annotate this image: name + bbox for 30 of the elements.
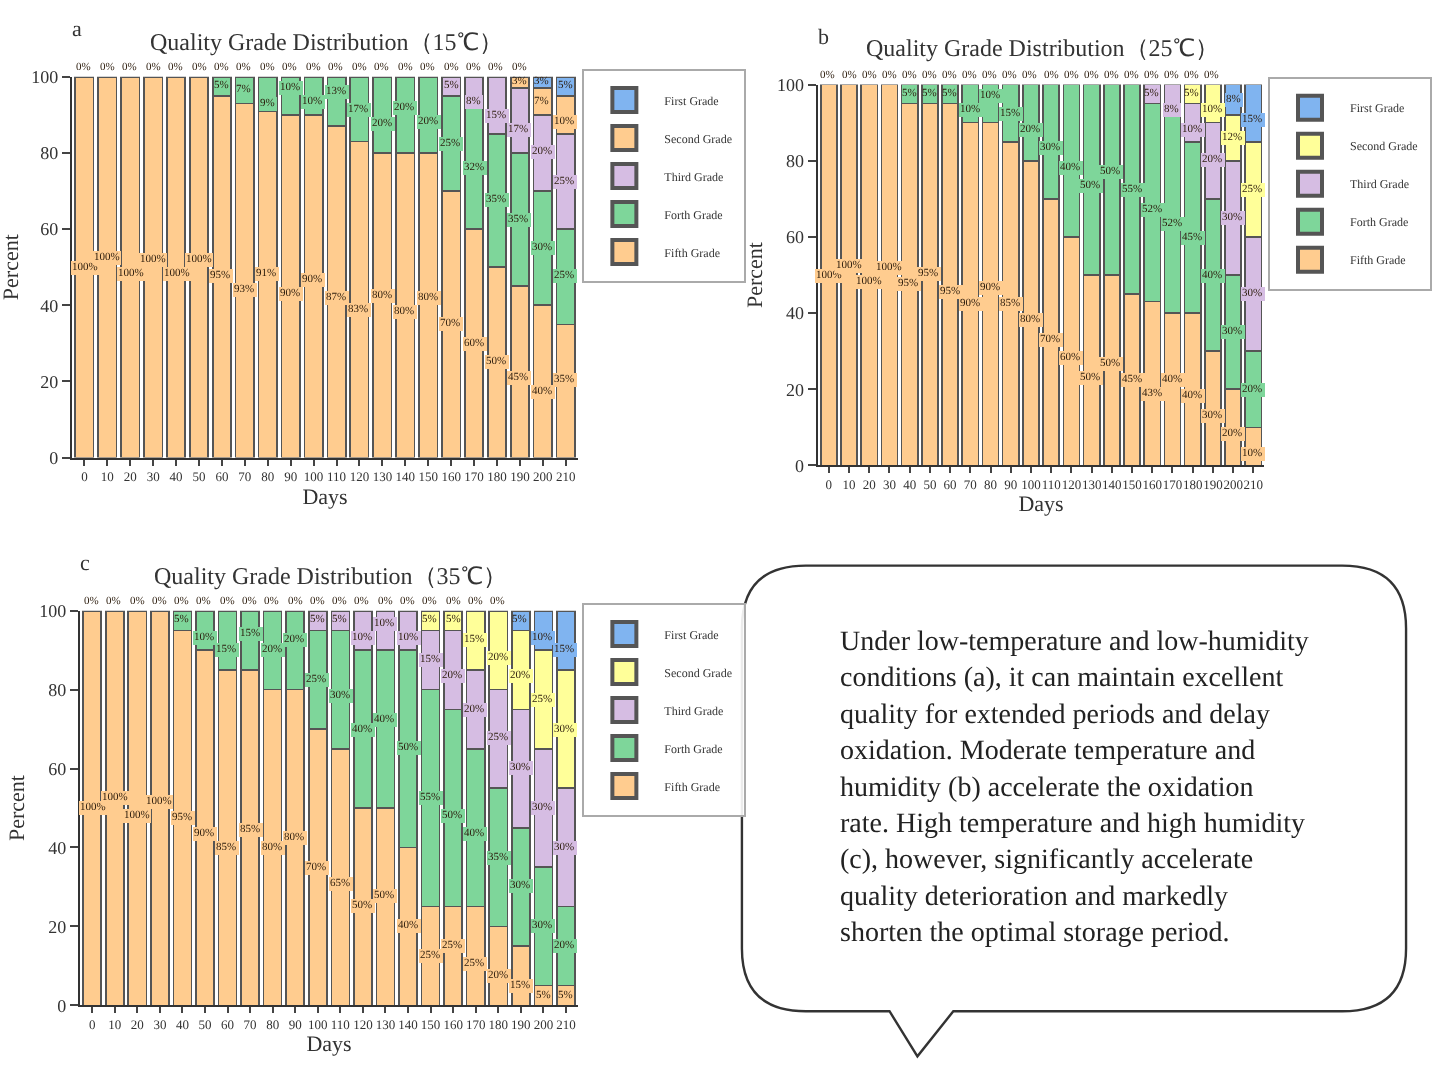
y-tick-label: 40: [40, 295, 60, 316]
y-axis-title: Percent: [744, 242, 769, 309]
y-tick-label: 80: [786, 151, 806, 172]
chart-title: Quality Grade Distribution（15℃）: [150, 28, 503, 56]
x-axis-title: Days: [302, 485, 348, 510]
y-tick-label: 60: [786, 227, 806, 248]
y-tick-label: 40: [786, 303, 806, 324]
y-tick-label: 60: [40, 219, 60, 240]
y-tick-label: 20: [786, 379, 806, 400]
x-axis-title: Days: [1018, 493, 1064, 518]
chart-title: Quality Grade Distribution（35℃）: [154, 562, 507, 590]
chart-title: Quality Grade Distribution（25℃）: [866, 34, 1219, 62]
y-tick-label: 0: [49, 447, 60, 468]
y-tick-label: 40: [48, 837, 68, 858]
y-tick-label: 80: [48, 679, 68, 700]
y-tick-label: 60: [48, 758, 68, 779]
y-tick-label: 100: [39, 601, 68, 622]
y-tick-label: 80: [40, 143, 60, 164]
text: b: [818, 26, 830, 50]
x-axis-title: Days: [306, 1033, 352, 1058]
y-axis-title: Percent: [0, 234, 24, 301]
text: a: [72, 18, 82, 42]
y-tick-label: 20: [48, 916, 68, 937]
y-tick-label: 20: [40, 371, 60, 392]
y-tick-label: 100: [777, 74, 806, 95]
text: c: [80, 552, 90, 576]
y-tick-label: 100: [31, 67, 60, 88]
y-axis-title: Percent: [6, 775, 31, 842]
y-tick-label: 0: [57, 995, 68, 1016]
text: Under low-temperature and low-humidity conditions (a), it can maintain excellent quality for extended periods and delay oxidation. Moderate temperature and humidity (b) accelerate the oxidation rate. High temperature and high humidity (c), however, significantly accelerate quality deterioration and markedly shorten the optimal storage period.: [840, 628, 1309, 950]
